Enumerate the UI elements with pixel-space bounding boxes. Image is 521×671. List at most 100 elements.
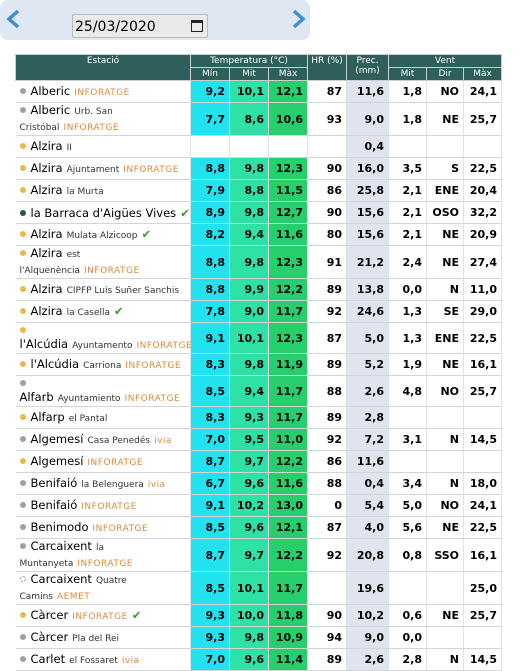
station-cell: Algemesí INFORATGE [15, 450, 191, 473]
value-cell: 8,9 [190, 201, 230, 224]
status-dot [19, 164, 26, 171]
value-cell: 7,7 [190, 102, 230, 136]
value-cell: 4,0 [346, 516, 390, 539]
value-cell: 8,2 [190, 223, 230, 246]
date-input[interactable]: 25/03/2020 [72, 14, 208, 38]
col-header: Dir [426, 67, 465, 81]
value-cell: 13,8 [346, 278, 390, 301]
status-dot [19, 250, 26, 256]
value-cell: 22,5 [463, 322, 503, 354]
stations-table: Estació Temperatura (°C) HR (%) Prec. (m… [15, 54, 503, 671]
value-cell: 9,8 [229, 626, 269, 649]
col-header: Vent [388, 54, 503, 68]
value-cell: 16,1 [463, 353, 503, 376]
station-row: Càrcer INFORATGE ✔ 9,3 10,0 11,8 90 10,2 0,6 NE 25… [15, 604, 503, 627]
value-cell: 9,2 [190, 80, 230, 103]
value-cell: 15,6 [346, 201, 390, 224]
station-row: l'Alcúdia Ayuntamento INFORATGE 9,1 10,1 12,3… [15, 322, 503, 354]
col-header: Mit [229, 67, 269, 81]
station-cell: la Barraca d'Aigües Vives ✔ [15, 201, 191, 224]
station-place: la Casella [66, 307, 110, 318]
status-dot [19, 142, 26, 149]
value-cell: 89 [307, 406, 348, 429]
value-cell [268, 135, 309, 158]
value-cell: 9,7 [229, 538, 269, 572]
data-source: ivia [154, 435, 172, 446]
value-cell: 9,8 [229, 157, 269, 180]
value-cell: 9,3 [190, 626, 230, 649]
data-source: INFORATGE [125, 360, 182, 371]
status-dot [19, 479, 26, 486]
value-cell: 29,0 [463, 300, 503, 323]
prev-day[interactable] [4, 8, 24, 30]
value-cell: 11,0 [268, 428, 309, 451]
value-cell: 87 [307, 322, 348, 354]
status-dot [19, 435, 26, 442]
value-cell: ENE [426, 179, 465, 202]
station-place: Urb. San Cristóbal [19, 107, 113, 133]
station-name: Alzira [30, 138, 63, 153]
value-cell: 15,6 [346, 223, 390, 246]
value-cell: 11,6 [268, 472, 309, 495]
station-row: Alzira la Murta 7,9 8,8 11,5 86 25,8 2,1 ENE 20,4 [15, 179, 503, 202]
value-cell: 11,7 [268, 571, 309, 605]
value-cell [307, 135, 348, 158]
station-row: Alberic Urb. San Cristóbal INFORATGE 7,7 8,6… [15, 102, 503, 136]
station-cell: Alzira la Casella ✔ [15, 300, 191, 323]
station-name: Càrcer [30, 607, 69, 622]
status-dot [19, 285, 26, 292]
value-cell: 89 [307, 278, 348, 301]
value-cell: 9,8 [229, 201, 269, 224]
status-dot [19, 107, 26, 113]
value-cell [307, 571, 348, 605]
value-cell: 88 [307, 472, 348, 495]
next-day[interactable] [288, 8, 308, 30]
value-cell: 10,1 [229, 80, 269, 103]
value-cell: NO [426, 375, 465, 407]
value-cell: 0,0 [388, 278, 428, 301]
status-dot [19, 543, 26, 549]
data-source: ivia [147, 479, 166, 490]
station-place: Ajuntament [66, 164, 120, 175]
value-cell: 86 [307, 179, 348, 202]
station-name: l'Alcúdia [30, 356, 80, 371]
value-cell: 20,4 [463, 179, 503, 202]
station-place: la Belenguera [81, 479, 144, 490]
value-cell [388, 406, 428, 429]
value-cell: 20,9 [463, 223, 503, 246]
station-cell: Alberic Urb. San Cristóbal INFORATGE [15, 102, 191, 136]
value-cell: 8,5 [190, 516, 230, 539]
value-cell: 11,9 [268, 353, 309, 376]
value-cell: 92 [307, 300, 348, 323]
value-cell [388, 571, 428, 605]
value-cell [426, 135, 465, 158]
value-cell: 9,9 [229, 278, 269, 301]
station-row: Algemesí INFORATGE 8,7 9,7 12,2 86 11,6 [15, 450, 503, 473]
value-cell: NE [426, 245, 465, 279]
value-cell: 5,0 [388, 494, 428, 517]
value-cell [388, 450, 428, 473]
value-cell: 9,3 [190, 604, 230, 627]
value-cell: NO [426, 494, 465, 517]
value-cell: 8,7 [190, 450, 230, 473]
status-dot [19, 413, 26, 420]
value-cell: 0 [307, 494, 348, 517]
status-dot [19, 186, 26, 193]
value-cell: 16,0 [346, 157, 390, 180]
station-cell: Alzira CIPFP Luis Suñer Sanchis [15, 278, 191, 301]
value-cell: 8,8 [229, 179, 269, 202]
station-row: Alzira Mulata Alzicoop ✔ 8,2 9,4 11,6 80 15,6 2,… [15, 223, 503, 246]
value-cell: 3,4 [388, 472, 428, 495]
station-row: Alzira la Casella ✔ 7,8 9,0 11,7 92 24,6 1,3 SE 29… [15, 300, 503, 323]
value-cell: 2,6 [346, 375, 390, 407]
value-cell: NE [426, 353, 465, 376]
value-cell: 8,6 [229, 102, 269, 136]
station-name: Alzira [30, 303, 63, 318]
station-place: la Muntanyeta [19, 543, 104, 569]
station-place: la Murta [66, 186, 104, 197]
value-cell: NE [426, 604, 465, 627]
value-cell: 8,8 [190, 157, 230, 180]
value-cell: 9,4 [229, 375, 269, 407]
station-name: Alzira [30, 182, 63, 197]
status-dot [19, 523, 26, 530]
